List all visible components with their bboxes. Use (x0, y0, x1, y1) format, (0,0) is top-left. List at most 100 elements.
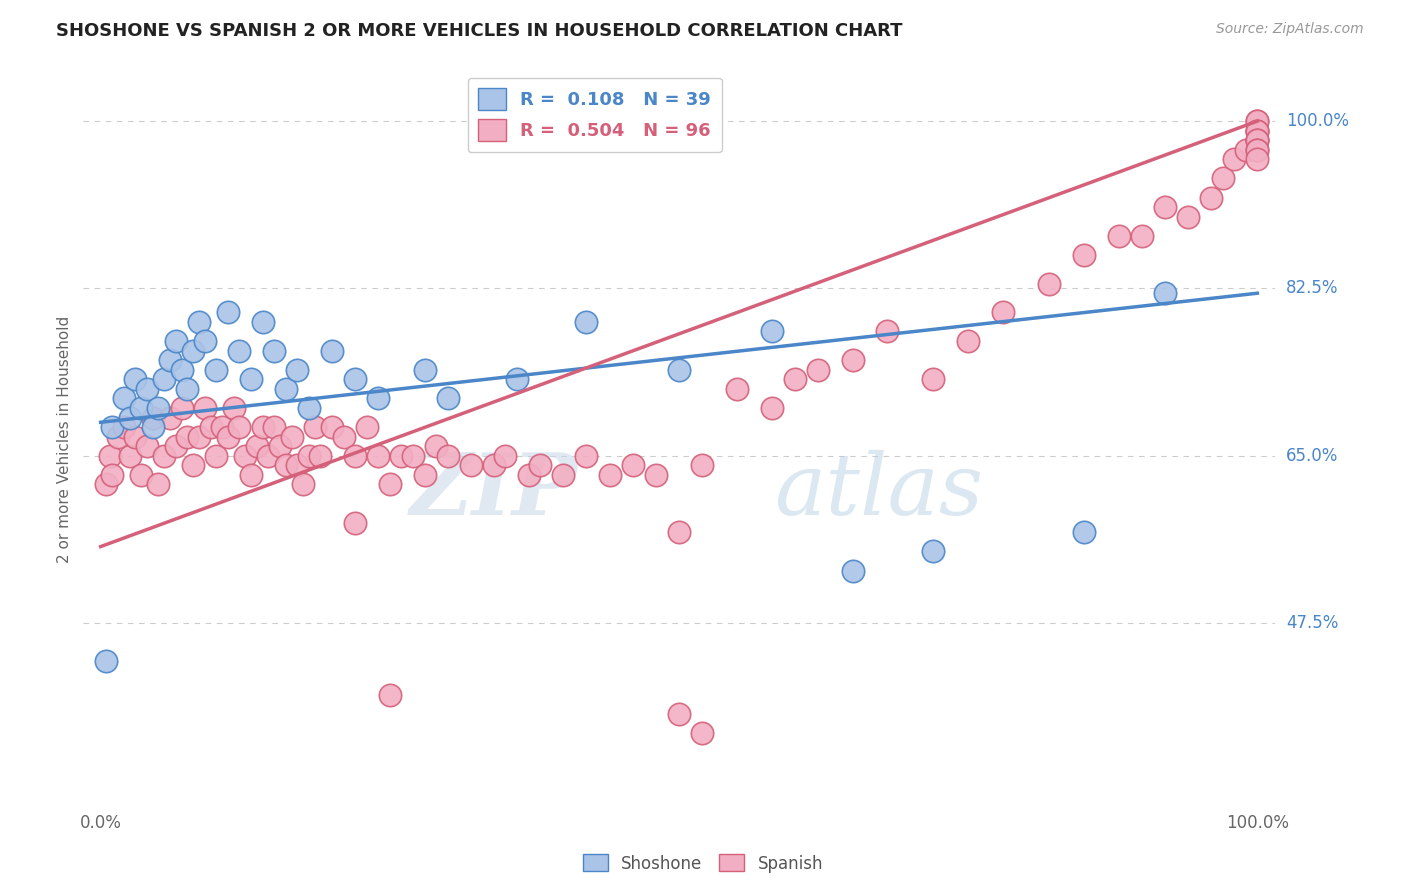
Point (1153, 200, 1175, 214)
Point (876, 325, 898, 339)
Text: 100.0%: 100.0% (1286, 112, 1348, 130)
Point (1038, 277, 1060, 291)
Point (436, 449, 458, 463)
Point (332, 430, 354, 444)
Point (170, 362, 193, 376)
Point (135, 382, 157, 396)
Point (252, 420, 274, 434)
Point (298, 449, 321, 463)
Point (482, 458, 505, 473)
Point (668, 362, 690, 376)
Point (621, 458, 644, 473)
Point (957, 334, 980, 348)
Point (228, 420, 250, 434)
Point (1246, 133, 1268, 147)
Point (807, 362, 830, 376)
Point (413, 362, 436, 376)
Point (98, 449, 121, 463)
Point (1246, 123, 1268, 137)
Point (378, 688, 401, 702)
Point (118, 410, 141, 425)
Point (506, 372, 529, 386)
Point (107, 430, 129, 444)
Point (402, 449, 425, 463)
Y-axis label: 2 or more Vehicles in Household: 2 or more Vehicles in Household (58, 316, 72, 563)
Point (991, 305, 1014, 319)
Point (263, 420, 285, 434)
Text: atlas: atlas (775, 450, 983, 533)
Point (922, 544, 945, 558)
Point (436, 392, 458, 406)
Point (344, 516, 367, 530)
Point (1246, 133, 1268, 147)
Point (252, 315, 274, 329)
Point (170, 401, 193, 415)
Point (356, 420, 378, 434)
Point (228, 343, 250, 358)
Point (153, 449, 176, 463)
Point (413, 467, 436, 482)
Point (257, 449, 280, 463)
Point (101, 420, 124, 434)
Point (217, 430, 239, 444)
Text: 82.5%: 82.5% (1286, 279, 1339, 297)
Point (425, 439, 447, 453)
Point (159, 353, 181, 368)
Point (1212, 171, 1234, 186)
Point (1153, 286, 1175, 301)
Point (690, 458, 713, 473)
Point (529, 458, 551, 473)
Point (321, 420, 343, 434)
Point (112, 392, 135, 406)
Point (1130, 228, 1153, 243)
Point (246, 439, 269, 453)
Text: Source: ZipAtlas.com: Source: ZipAtlas.com (1216, 22, 1364, 37)
Point (96, 477, 118, 491)
Point (690, 726, 713, 740)
Point (367, 392, 389, 406)
Point (263, 343, 285, 358)
Point (1246, 114, 1268, 128)
Point (96, 654, 118, 668)
Point (761, 325, 783, 339)
Point (217, 305, 239, 319)
Point (783, 372, 806, 386)
Legend: R =  0.108   N = 39, R =  0.504   N = 96: R = 0.108 N = 39, R = 0.504 N = 96 (468, 78, 721, 153)
Point (148, 477, 170, 491)
Point (841, 353, 863, 368)
Point (460, 458, 482, 473)
Point (1246, 114, 1268, 128)
Point (1073, 525, 1095, 540)
Point (194, 401, 217, 415)
Point (153, 372, 176, 386)
Point (575, 315, 598, 329)
Point (188, 430, 211, 444)
Point (176, 430, 198, 444)
Point (274, 458, 297, 473)
Point (240, 467, 263, 482)
Point (280, 430, 302, 444)
Point (142, 420, 165, 434)
Point (495, 449, 517, 463)
Point (112, 420, 135, 434)
Point (1177, 210, 1199, 224)
Point (304, 420, 326, 434)
Point (761, 401, 783, 415)
Point (181, 458, 204, 473)
Point (321, 343, 343, 358)
Point (118, 449, 141, 463)
Point (124, 372, 146, 386)
Point (1246, 123, 1268, 137)
Legend: Shoshone, Spanish: Shoshone, Spanish (576, 847, 830, 880)
Point (922, 372, 945, 386)
Point (129, 401, 152, 415)
Point (1246, 133, 1268, 147)
Point (1246, 143, 1268, 157)
Point (165, 439, 187, 453)
Point (233, 449, 256, 463)
Point (1246, 143, 1268, 157)
Point (269, 439, 291, 453)
Point (517, 467, 540, 482)
Point (129, 467, 152, 482)
Point (1223, 153, 1246, 167)
